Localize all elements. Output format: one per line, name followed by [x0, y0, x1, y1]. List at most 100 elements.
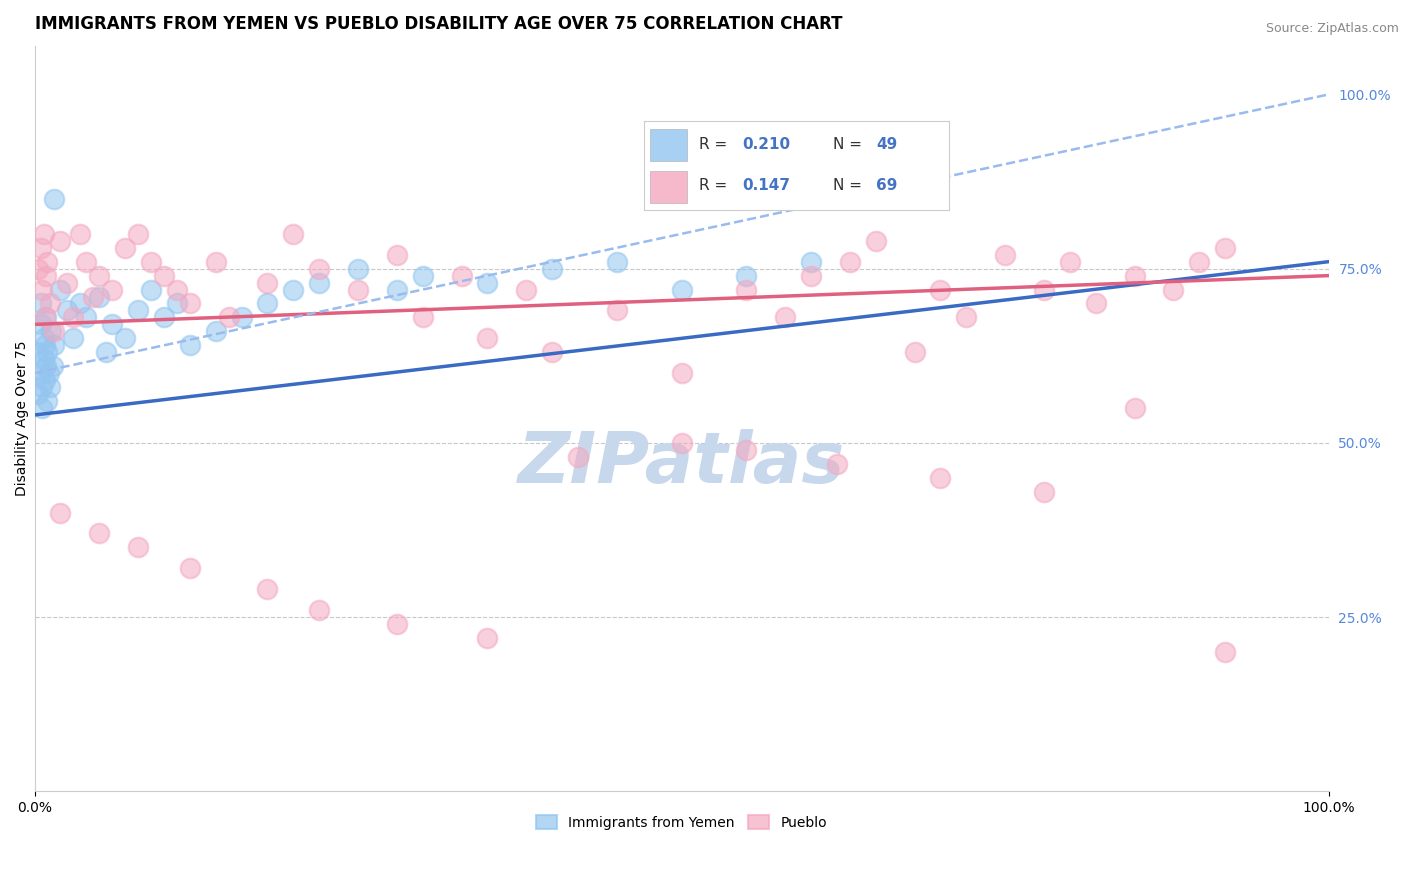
Point [515, 283, 537, 297]
Point [69, 296, 91, 310]
Point [34, 338, 56, 352]
Point [800, 254, 823, 268]
Point [994, 248, 1017, 262]
Point [62, 310, 84, 325]
Point [62, 331, 84, 345]
Point [385, 617, 408, 632]
Point [42, 192, 65, 206]
Point [865, 234, 887, 248]
Point [28, 366, 51, 380]
Point [166, 283, 188, 297]
Legend: Immigrants from Yemen, Pueblo: Immigrants from Yemen, Pueblo [529, 808, 834, 837]
Point [838, 254, 860, 268]
Point [385, 283, 408, 297]
Point [308, 603, 330, 617]
Point [42, 338, 65, 352]
Point [1084, 296, 1107, 310]
Point [903, 345, 925, 359]
Point [1123, 268, 1146, 283]
Point [671, 435, 693, 450]
Point [204, 254, 226, 268]
Point [35, 268, 58, 283]
FancyBboxPatch shape [651, 128, 688, 161]
Point [101, 318, 124, 332]
Point [32, 227, 55, 241]
Point [56, 303, 79, 318]
Point [114, 331, 136, 345]
Point [49, 283, 72, 297]
Point [606, 303, 628, 318]
Point [32, 352, 55, 367]
Point [1123, 401, 1146, 415]
Point [1188, 254, 1211, 268]
Point [31, 283, 53, 297]
Point [179, 338, 201, 352]
Point [477, 631, 499, 645]
Point [25, 345, 48, 359]
Point [256, 276, 278, 290]
Point [30, 241, 52, 255]
Point [179, 561, 201, 575]
Point [450, 268, 472, 283]
Point [75, 310, 97, 325]
Point [127, 541, 149, 555]
Point [541, 345, 564, 359]
Point [825, 457, 848, 471]
Point [166, 296, 188, 310]
Point [929, 283, 952, 297]
Text: 49: 49 [876, 137, 897, 153]
Text: 0.147: 0.147 [742, 178, 790, 193]
Point [800, 268, 823, 283]
Point [34, 310, 56, 325]
Point [27, 261, 49, 276]
Point [41, 359, 63, 374]
Point [283, 227, 305, 241]
Point [606, 254, 628, 268]
Point [89, 289, 111, 303]
Point [308, 261, 330, 276]
Point [541, 261, 564, 276]
Point [477, 276, 499, 290]
Point [347, 283, 370, 297]
Point [49, 234, 72, 248]
Point [114, 241, 136, 255]
Point [30, 318, 52, 332]
Point [37, 254, 59, 268]
Point [412, 310, 434, 325]
Point [38, 366, 60, 380]
Point [1059, 254, 1081, 268]
Point [256, 582, 278, 597]
Point [35, 310, 58, 325]
Text: R =: R = [699, 178, 733, 193]
FancyBboxPatch shape [651, 170, 688, 202]
Point [179, 296, 201, 310]
Point [567, 450, 589, 464]
Point [31, 401, 53, 415]
Point [89, 526, 111, 541]
Point [1213, 645, 1236, 659]
Point [127, 227, 149, 241]
Point [735, 268, 758, 283]
Point [39, 380, 62, 394]
Point [37, 394, 59, 409]
Text: 69: 69 [876, 178, 897, 193]
Point [94, 345, 117, 359]
Text: N =: N = [834, 137, 868, 153]
Point [955, 310, 977, 325]
Point [347, 261, 370, 276]
Point [27, 387, 49, 401]
Point [256, 296, 278, 310]
Point [39, 296, 62, 310]
Point [41, 324, 63, 338]
Point [671, 283, 693, 297]
Point [34, 373, 56, 387]
Point [671, 366, 693, 380]
Point [30, 296, 52, 310]
Point [412, 268, 434, 283]
Point [1213, 241, 1236, 255]
Point [139, 283, 162, 297]
Point [56, 276, 79, 290]
Point [204, 324, 226, 338]
Text: IMMIGRANTS FROM YEMEN VS PUEBLO DISABILITY AGE OVER 75 CORRELATION CHART: IMMIGRANTS FROM YEMEN VS PUEBLO DISABILI… [35, 15, 842, 33]
Point [49, 506, 72, 520]
